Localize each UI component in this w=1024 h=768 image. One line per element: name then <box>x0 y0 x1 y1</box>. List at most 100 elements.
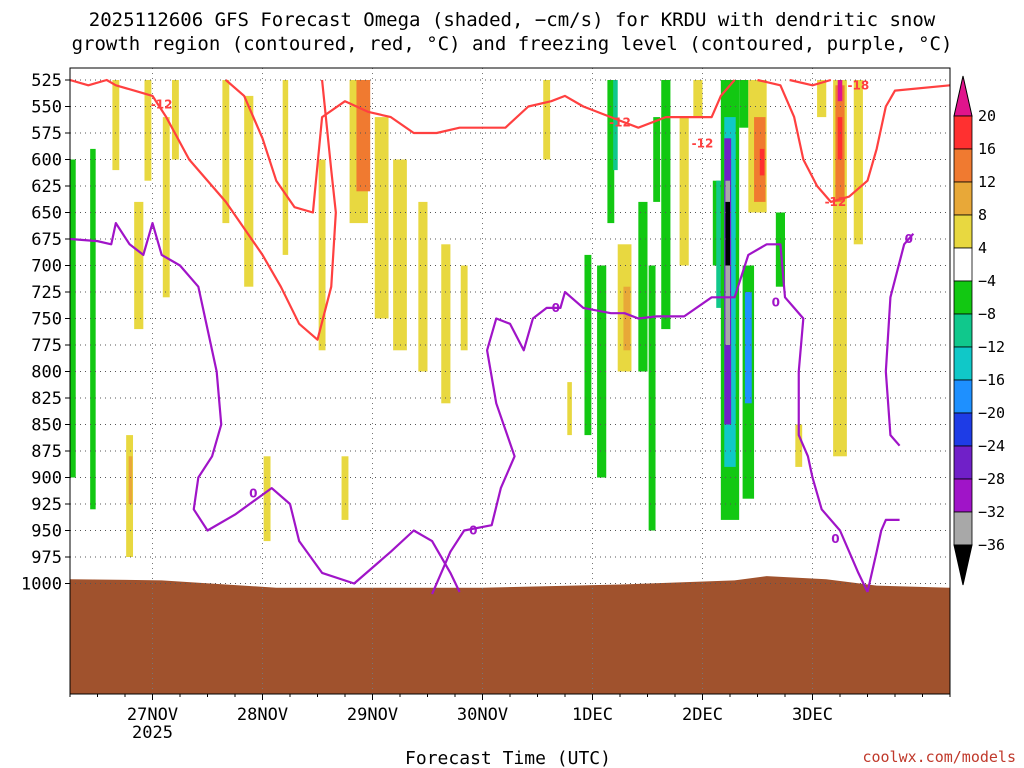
omega-cell <box>744 292 752 404</box>
omega-cell <box>90 148 96 510</box>
x-tick-label: 1DEC <box>572 705 613 725</box>
credit-link[interactable]: coolwx.com/models <box>862 748 1016 766</box>
y-tick-label: 925 <box>31 495 62 515</box>
y-tick-label: 575 <box>31 124 62 144</box>
x-tick-label: 29NOV <box>347 705 398 725</box>
y-tick-label: 550 <box>31 98 62 118</box>
dgz-contour-line <box>757 78 950 203</box>
freezing-level-contour-line <box>70 222 461 593</box>
contour-labels: -12 -12 -12 -18 -12 0 0 0 0 0 0 <box>151 78 913 546</box>
colorbar-over-triangle <box>953 75 973 117</box>
contour-lines <box>70 78 950 595</box>
y-tick-label: 650 <box>31 204 62 224</box>
colorbar-bin <box>953 148 973 183</box>
omega-cell <box>460 265 468 351</box>
grid-lines <box>70 68 950 694</box>
dgz-contour-line <box>225 79 736 214</box>
y-tick-label: 1000 <box>21 575 62 595</box>
contour-label: 0 <box>831 532 839 546</box>
colorbar-bin <box>953 346 973 381</box>
chart-title-line-1: 2025112606 GFS Forecast Omega (shaded, −… <box>88 9 936 31</box>
omega-cell <box>754 117 766 202</box>
y-tick-label: 750 <box>31 310 62 330</box>
x-tick-label: 3DEC <box>792 705 833 725</box>
colorbar-label: 12 <box>978 173 996 191</box>
omega-cell <box>244 95 254 287</box>
colorbar-bin <box>953 412 973 447</box>
colorbar-label: 16 <box>978 140 996 158</box>
omega-cell <box>725 201 730 266</box>
terrain-area <box>70 576 950 694</box>
contour-label: 0 <box>249 486 257 500</box>
colorbar-label: 20 <box>978 107 996 125</box>
contour-label: 0 <box>905 232 913 246</box>
y-tick-label: 625 <box>31 177 62 197</box>
colorbar-label: −32 <box>978 503 1005 521</box>
contour-label: 0 <box>469 524 477 538</box>
omega-cell <box>607 80 615 224</box>
omega-cell <box>653 117 661 202</box>
omega-cell <box>318 159 326 351</box>
contour-label: 0 <box>772 296 780 310</box>
omega-cell <box>739 80 749 128</box>
dgz-contour-line <box>70 78 337 341</box>
colorbar-bin <box>953 478 973 513</box>
omega-cell <box>144 80 152 181</box>
colorbar-label: −8 <box>978 305 996 323</box>
y-tick-label: 800 <box>31 363 62 383</box>
omega-cell <box>638 201 648 372</box>
colorbar: 20 16 12 8 4 −4 −8 −12 −16 −20 −24 −28 −32 −36 <box>953 75 1005 586</box>
omega-cell <box>853 80 863 245</box>
y-tick-label: 525 <box>31 71 62 91</box>
omega-cell <box>134 201 144 330</box>
omega-cell <box>341 456 349 520</box>
colorbar-label: 4 <box>978 239 987 257</box>
omega-cell <box>837 80 843 102</box>
y-tick-label: 600 <box>31 151 62 171</box>
colorbar-bin <box>953 280 973 315</box>
x-tick-label: 2DEC <box>682 705 723 725</box>
contour-label: -12 <box>825 195 847 209</box>
omega-cell <box>795 424 803 467</box>
colorbar-bin <box>953 313 973 348</box>
colorbar-label: −28 <box>978 470 1005 488</box>
omega-cell <box>263 456 271 542</box>
omega-cell <box>441 244 451 404</box>
colorbar-bin <box>953 214 973 249</box>
y-tick-label: 675 <box>31 230 62 250</box>
omega-cell <box>128 456 133 504</box>
contour-label: -12 <box>151 97 173 111</box>
omega-cell <box>759 148 765 176</box>
colorbar-bin <box>953 115 973 150</box>
omega-cell <box>597 265 607 478</box>
y-tick-label: 700 <box>31 257 62 277</box>
omega-cell <box>613 80 618 171</box>
omega-cell <box>661 80 671 330</box>
y-tick-label: 975 <box>31 548 62 568</box>
contour-label: -12 <box>609 115 631 129</box>
omega-cell <box>162 117 170 298</box>
omega-cell <box>374 117 389 319</box>
freezing-level-contour-line <box>431 243 869 595</box>
chart-title-line-2: growth region (contoured, red, °C) and f… <box>71 33 953 55</box>
omega-cell <box>567 382 572 436</box>
colorbar-label: −16 <box>978 371 1005 389</box>
colorbar-label: −24 <box>978 437 1005 455</box>
omega-cell <box>112 80 120 171</box>
omega-cell <box>623 286 631 351</box>
colorbar-under-triangle <box>953 544 973 586</box>
y-tick-label: 900 <box>31 469 62 489</box>
x-tick-label: 28NOV <box>237 705 288 725</box>
y-axis-ticks: 525 550 575 600 625 650 675 700 725 750 775 800 825 8… <box>21 71 70 595</box>
colorbar-bin <box>953 247 973 282</box>
omega-cell <box>693 80 703 118</box>
omega-cell <box>817 80 827 118</box>
colorbar-bin <box>953 511 973 546</box>
y-tick-label: 875 <box>31 442 62 462</box>
x-tick-sublabel: 2025 <box>132 723 173 743</box>
x-tick-label: 30NOV <box>457 705 508 725</box>
colorbar-bin <box>953 181 973 216</box>
chart-title: 2025112606 GFS Forecast Omega (shaded, −… <box>0 8 1024 56</box>
